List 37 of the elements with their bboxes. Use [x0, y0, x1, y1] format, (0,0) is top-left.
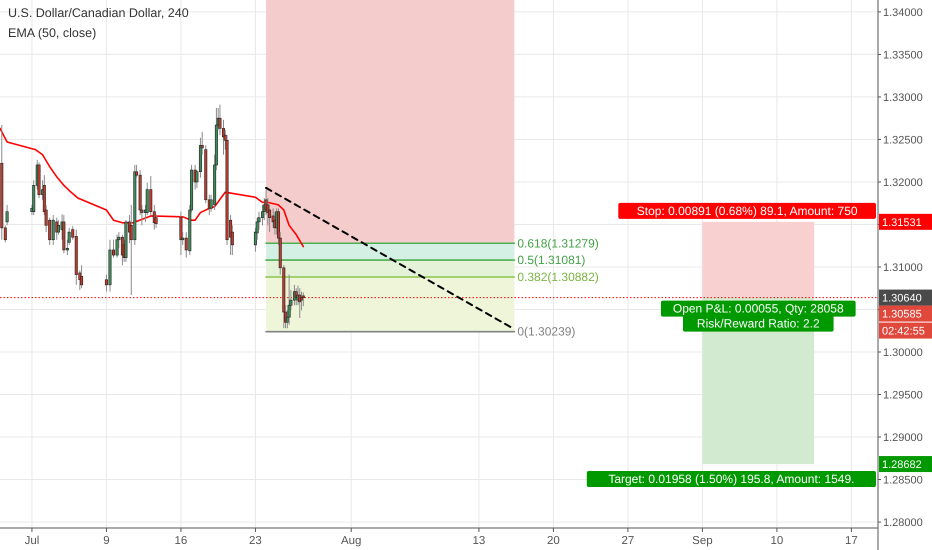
- x-tick-label: Jul: [24, 535, 40, 547]
- y-tick-label: 1.30000: [883, 347, 923, 359]
- text: 1.28682: [882, 459, 922, 472]
- text: 02:42:55: [882, 326, 925, 338]
- y-tick-label: 1.34000: [883, 6, 923, 19]
- y-tick-label: 1.29500: [883, 390, 923, 402]
- annotation: 0.618(1.31279): [517, 236, 599, 250]
- x-tick-label: 17: [844, 535, 858, 547]
- text: 1.31531: [882, 216, 922, 229]
- y-tick-label: 1.29000: [883, 432, 923, 444]
- annotation: Risk/Reward Ratio: 2.2: [696, 316, 820, 331]
- text: U.S. Dollar/Canadian Dollar, 240: [8, 6, 189, 20]
- x-tick-label: 27: [622, 535, 634, 547]
- x-tick-label: 23: [249, 535, 262, 547]
- y-tick-label: 1.31000: [883, 262, 923, 274]
- y-tick-label: 1.28500: [883, 474, 923, 487]
- annotation: 0.382(1.30882): [517, 270, 599, 284]
- y-tick-label: 1.33500: [883, 49, 923, 62]
- annotation: Stop: 0.00891 (0.68%) 89.1, Amount: 750: [636, 204, 858, 218]
- annotation: 0.5(1.31081): [517, 253, 586, 268]
- y-tick-label: 1.33000: [883, 92, 923, 104]
- annotation: Target: 0.01958 (1.50%) 195.8, Amount: 1549.: [608, 472, 854, 486]
- y-tick-label: 1.32500: [883, 134, 923, 146]
- annotation: 0(1.30239): [517, 324, 576, 339]
- y-tick-label: 1.28000: [883, 517, 923, 530]
- ref-line-label: 1.30640: [882, 292, 922, 305]
- annotation: Open P&L: 0.00055, Qty: 28058: [672, 302, 844, 316]
- y-tick-label: 1.32000: [883, 176, 923, 189]
- x-tick-label: 10: [770, 535, 784, 547]
- x-tick-label: 20: [547, 535, 560, 547]
- x-tick-label: Aug: [340, 535, 362, 547]
- x-tick-label: 9: [103, 535, 110, 547]
- text: EMA (50, close): [8, 26, 96, 40]
- x-tick-label: Sep: [692, 535, 713, 547]
- x-tick-label: 16: [174, 535, 188, 547]
- text: 1.30585: [882, 308, 922, 321]
- x-tick-label: 13: [472, 535, 486, 547]
